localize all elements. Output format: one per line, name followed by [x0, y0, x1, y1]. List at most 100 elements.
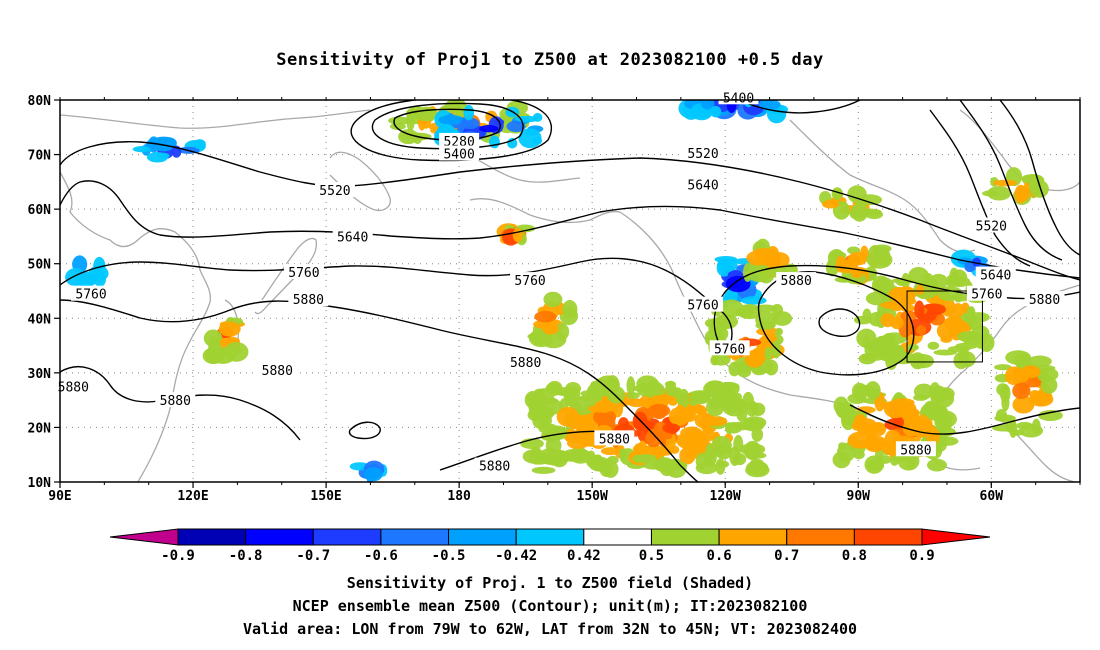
sensitivity-cell — [606, 455, 619, 465]
sensitivity-cell — [992, 179, 1017, 187]
sensitivity-cell — [702, 416, 728, 427]
contour-label: 5880 — [900, 443, 931, 458]
coast-asia — [60, 171, 211, 482]
contour-label: 5880 — [262, 364, 293, 379]
sensitivity-cell — [742, 418, 765, 432]
contour-label-bg — [283, 263, 324, 279]
contour-label-bg — [439, 145, 480, 161]
sensitivity-cell — [479, 124, 499, 133]
contour-label-bg — [439, 132, 480, 148]
coast-siberia — [60, 109, 371, 129]
sensitivity-cell — [948, 314, 960, 334]
lat-tick-label: 30N — [28, 367, 52, 382]
contour-label: 5880 — [479, 460, 510, 475]
sensitivity-cell — [746, 250, 770, 266]
colorbar-label: -0.9 — [161, 548, 195, 564]
colorbar-swatch — [650, 528, 720, 546]
colorbar-left-triangle — [109, 528, 179, 546]
sensitivity-cell — [908, 267, 929, 284]
sensitivity-cell — [563, 386, 575, 406]
contour-5520 — [60, 141, 1080, 281]
contour-5340 — [371, 102, 524, 150]
contour-label-bg — [971, 217, 1012, 233]
sensitivity-cell — [933, 410, 957, 428]
sensitivity-cell — [696, 432, 709, 445]
sensitivity-cell — [695, 452, 708, 470]
sensitivity-cell — [913, 415, 923, 433]
sensitivity-cell — [872, 244, 892, 253]
sensitivity-cell — [643, 460, 664, 470]
sensitivity-cell — [662, 423, 681, 433]
sensitivity-cell — [822, 199, 840, 209]
sensitivity-cell — [880, 312, 895, 328]
coast-kamchatka — [329, 151, 391, 212]
sensitivity-cell — [506, 120, 526, 133]
sensitivity-cell — [532, 136, 543, 145]
sensitivity-cell — [208, 336, 221, 356]
sensitivity-cell — [756, 327, 781, 336]
sensitivity-cell — [716, 259, 732, 277]
sensitivity-cell — [546, 380, 563, 396]
caption-line-2: NCEP ensemble mean Z500 (Contour); unit(… — [292, 597, 808, 615]
lon-tick-label: 150E — [310, 489, 341, 504]
colorbar-label: 0.8 — [842, 548, 867, 564]
sensitivity-cell — [659, 459, 675, 477]
sensitivity-cell — [661, 432, 673, 440]
contour-5280 — [393, 108, 501, 141]
sensitivity-cell — [982, 190, 1000, 197]
sensitivity-cell — [847, 393, 867, 404]
sensitivity-cell — [538, 448, 562, 465]
sensitivity-cell — [412, 132, 423, 144]
sensitivity-cell — [711, 353, 731, 366]
sensitivity-cell — [967, 306, 976, 318]
lat-tick-label: 10N — [28, 476, 52, 491]
contour-5880 — [60, 299, 699, 482]
sensitivity-cell — [994, 364, 1012, 371]
sensitivity-cell — [219, 347, 242, 356]
sensitivity-cell — [1012, 382, 1031, 399]
contour-label: 5760 — [687, 299, 718, 314]
sensitivity-cell — [947, 345, 971, 353]
sensitivity-cell — [900, 407, 912, 420]
lat-tick-label: 70N — [28, 149, 52, 164]
contour-5880-lower — [439, 430, 621, 471]
colorbar-swatch — [786, 528, 855, 546]
contour-label-bg — [594, 430, 635, 446]
sensitivity-cell — [926, 458, 947, 472]
sensitivity-cell — [771, 303, 784, 317]
colorbar-right-triangle — [921, 528, 991, 546]
contour-label: 5760 — [514, 274, 545, 289]
sensitivity-cell — [532, 412, 550, 429]
figure-title: Sensitivity of Proj1 to Z500 at 20230821… — [276, 50, 824, 70]
sensitivity-cell — [619, 448, 628, 461]
caption-line-3: Valid area: LON from 79W to 62W, LAT fro… — [242, 620, 858, 638]
contour-label-bg — [53, 378, 94, 394]
sensitivity-cell — [725, 275, 751, 293]
sensitivity-cell — [546, 425, 568, 441]
contour-5880-tail — [849, 404, 1080, 435]
colorbar-swatch — [380, 528, 450, 546]
map-frame — [59, 99, 1081, 483]
sensitivity-cell — [1040, 376, 1058, 394]
sensitivity-cell — [587, 405, 614, 413]
sensitivity-cell — [764, 346, 773, 362]
sensitivity-cell — [865, 209, 884, 220]
sensitivity-cell — [632, 454, 648, 464]
sensitivity-cell — [626, 376, 636, 396]
sensitivity-cell — [875, 336, 886, 352]
sensitivity-cell — [665, 380, 677, 398]
sensitivity-cell — [915, 325, 927, 335]
sensitivity-cell — [1027, 355, 1052, 368]
contour-label: 5880 — [781, 274, 812, 289]
contour-label: 5760 — [971, 288, 1002, 303]
colorbar-swatch — [515, 528, 585, 546]
sensitivity-cell — [531, 466, 556, 474]
sensitivity-cell — [831, 187, 843, 200]
sensitivity-cell — [460, 117, 480, 130]
sensitivity-cell — [957, 331, 982, 343]
sensitivity-cell — [717, 460, 730, 468]
sensitivity-cell — [193, 139, 206, 150]
sensitivity-cell — [1020, 365, 1041, 379]
sensitivity-cell — [927, 341, 940, 350]
